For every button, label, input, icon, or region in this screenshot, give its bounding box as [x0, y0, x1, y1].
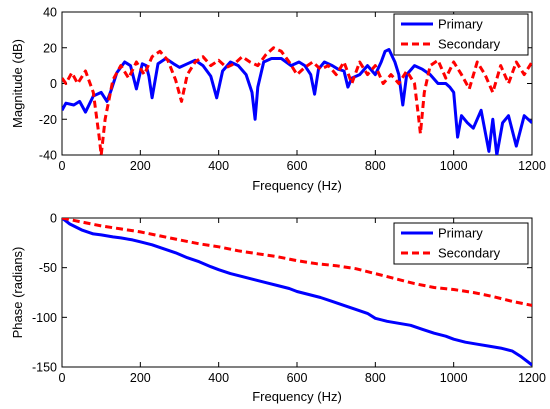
magnitude-series-secondary-line	[62, 46, 532, 155]
phase-ytick-label: -150	[32, 361, 57, 375]
magnitude-xtick-label: 200	[130, 159, 151, 173]
phase-xtick-label: 1200	[518, 371, 546, 385]
phase-xtick-label: 0	[59, 371, 66, 385]
phase-xtick-label: 200	[130, 371, 151, 385]
magnitude-xtick-label: 600	[287, 159, 308, 173]
magnitude-ytick-label: 20	[43, 41, 57, 55]
magnitude-ytick-label: 0	[50, 77, 57, 91]
magnitude-yticks: 40 20 0 -20 -40	[39, 6, 532, 163]
phase-ytick-label: -50	[39, 261, 57, 275]
phase-plot: 0 200 400 600 800 1000 1200 0 -50 -100 -150 Frequ…	[10, 212, 546, 405]
phase-legend: Primary Secondary	[393, 222, 529, 265]
magnitude-legend-label-secondary: Secondary	[438, 37, 501, 52]
phase-xticks: 0 200 400 600 800 1000 1200	[59, 218, 546, 385]
phase-xtick-label: 800	[365, 371, 386, 385]
magnitude-xtick-label: 0	[59, 159, 66, 173]
phase-legend-label-primary: Primary	[438, 226, 483, 241]
phase-xtick-label: 600	[287, 371, 308, 385]
phase-ylabel: Phase (radians)	[10, 247, 25, 339]
magnitude-ytick-label: -40	[39, 149, 57, 163]
magnitude-legend-label-primary: Primary	[438, 17, 483, 32]
phase-xlabel: Frequency (Hz)	[252, 389, 342, 404]
phase-ytick-label: -100	[32, 311, 57, 325]
phase-series	[62, 218, 532, 367]
magnitude-legend: Primary Secondary	[393, 13, 529, 56]
magnitude-legend-box	[393, 13, 529, 56]
phase-series-primary-line	[62, 218, 532, 367]
phase-legend-box	[393, 222, 529, 265]
magnitude-xtick-label: 800	[365, 159, 386, 173]
phase-xtick-label: 400	[208, 371, 229, 385]
magnitude-xtick-label: 1200	[518, 159, 546, 173]
magnitude-ytick-label: -20	[39, 113, 57, 127]
magnitude-ylabel: Magnitude (dB)	[10, 39, 25, 128]
magnitude-xtick-label: 400	[208, 159, 229, 173]
phase-ytick-label: 0	[50, 212, 57, 226]
phase-xtick-label: 1000	[440, 371, 468, 385]
magnitude-series	[62, 46, 532, 155]
phase-series-secondary-line	[62, 218, 532, 307]
magnitude-ytick-label: 40	[43, 6, 57, 20]
phase-legend-label-secondary: Secondary	[438, 246, 501, 261]
magnitude-xlabel: Frequency (Hz)	[252, 178, 342, 193]
magnitude-xtick-label: 1000	[440, 159, 468, 173]
phase-yticks: 0 -50 -100 -150	[32, 212, 532, 375]
